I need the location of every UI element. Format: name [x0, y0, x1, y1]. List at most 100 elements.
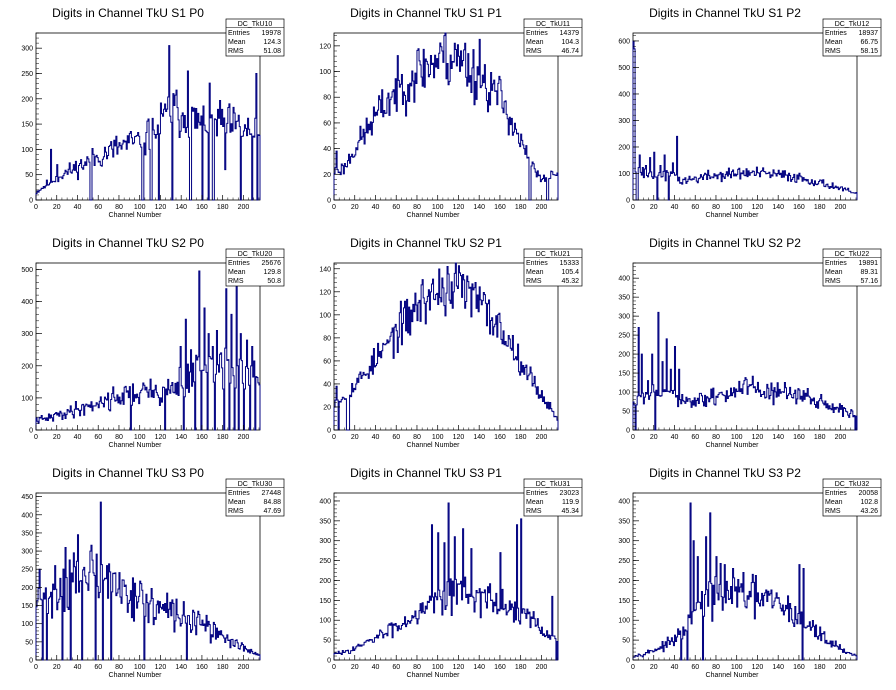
y-tick-label: 200: [618, 144, 630, 151]
stats-rms-value: 46.74: [561, 48, 579, 55]
x-tick-label: 120: [752, 204, 764, 211]
y-tick-label: 350: [618, 518, 630, 525]
y-tick-label: 100: [21, 621, 33, 628]
stats-entries-label: Entries: [228, 30, 250, 37]
x-axis-label: Channel Number: [407, 212, 461, 219]
histogram-panel-8: Digits in Channel TkU S3 P1 0 20 40 60 80 100 1…: [319, 466, 583, 679]
y-tick-label: 600: [618, 38, 630, 45]
stats-rms-value: 45.34: [561, 508, 579, 515]
y-tick-label: 140: [319, 266, 331, 273]
x-tick-label: 140: [772, 434, 784, 441]
x-tick-label: 80: [413, 204, 421, 211]
x-tick-label: 120: [752, 664, 764, 671]
x-tick-label: 100: [134, 204, 146, 211]
x-tick-label: 100: [731, 204, 743, 211]
y-tick-label: 300: [319, 538, 331, 545]
x-tick-label: 100: [432, 204, 444, 211]
x-tick-label: 120: [155, 204, 167, 211]
stats-box: DC_TkU31 Entries 23023 Mean 119.9 RMS 45.34: [523, 478, 583, 517]
x-tick-label: 40: [74, 434, 82, 441]
histogram-series: [632, 311, 858, 431]
y-tick-label: 100: [21, 147, 33, 154]
y-tick-label: 150: [618, 598, 630, 605]
y-axis: 0 100 200 300 400 500 600: [618, 35, 639, 205]
x-tick-label: 0: [332, 664, 336, 671]
stats-entries-value: 25676: [262, 260, 282, 267]
x-tick-label: 200: [238, 434, 250, 441]
y-tick-label: 0: [626, 198, 630, 205]
stats-mean-label: Mean: [228, 39, 246, 46]
x-tick-label: 200: [536, 434, 548, 441]
x-tick-label: 60: [392, 204, 400, 211]
stats-mean-label: Mean: [825, 499, 843, 506]
stats-name: DC_TkU32: [835, 481, 870, 488]
histogram-panel-9: Digits in Channel TkU S3 P2 0 20 40 60 80 100 1…: [618, 466, 882, 679]
y-tick-label: 0: [327, 658, 331, 665]
x-axis-label: Channel Number: [706, 442, 760, 449]
x-tick-label: 20: [351, 434, 359, 441]
y-tick-label: 500: [618, 65, 630, 72]
x-axis: 0 20 40 60 80 100 120 140 160 180 200: [631, 425, 857, 441]
y-tick-label: 40: [323, 381, 331, 388]
x-tick-label: 60: [392, 434, 400, 441]
y-tick-label: 20: [323, 404, 331, 411]
y-tick-label: 500: [21, 267, 33, 274]
stats-mean-value: 66.75: [860, 39, 878, 46]
x-tick-label: 180: [217, 664, 229, 671]
x-tick-label: 140: [473, 434, 485, 441]
x-tick-label: 120: [155, 664, 167, 671]
stats-entries-label: Entries: [825, 490, 847, 497]
x-tick-label: 200: [238, 664, 250, 671]
stats-mean-label: Mean: [228, 269, 246, 276]
stats-rms-value: 43.26: [860, 508, 878, 515]
y-tick-label: 80: [323, 95, 331, 102]
x-tick-label: 20: [53, 434, 61, 441]
x-tick-label: 160: [494, 664, 506, 671]
stats-rms-value: 51.08: [263, 48, 281, 55]
x-tick-label: 0: [34, 434, 38, 441]
y-tick-label: 300: [21, 549, 33, 556]
x-tick-label: 200: [835, 434, 847, 441]
stats-mean-label: Mean: [228, 499, 246, 506]
stats-entries-value: 19978: [262, 30, 282, 37]
y-tick-label: 150: [21, 122, 33, 129]
x-tick-label: 180: [515, 434, 527, 441]
x-axis-label: Channel Number: [706, 212, 760, 219]
x-tick-label: 160: [793, 664, 805, 671]
y-tick-label: 300: [21, 46, 33, 53]
stats-mean-label: Mean: [526, 39, 544, 46]
stats-entries-label: Entries: [526, 490, 548, 497]
x-axis-label: Channel Number: [109, 212, 163, 219]
stats-name: DC_TkU22: [835, 251, 870, 258]
chart-title: Digits in Channel TkU S1 P1: [350, 6, 502, 20]
x-tick-label: 60: [691, 204, 699, 211]
stats-rms-value: 45.32: [561, 278, 579, 285]
y-tick-label: 250: [21, 71, 33, 78]
x-tick-label: 40: [74, 664, 82, 671]
y-tick-label: 0: [327, 198, 331, 205]
x-tick-label: 140: [772, 204, 784, 211]
chart-title: Digits in Channel TkU S2 P0: [52, 236, 204, 250]
x-tick-label: 200: [536, 204, 548, 211]
y-tick-label: 20: [323, 172, 331, 179]
stats-rms-value: 57.16: [860, 278, 878, 285]
x-tick-label: 100: [731, 434, 743, 441]
x-axis: 0 20 40 60 80 100 120 140 160 180 200: [34, 655, 260, 671]
y-tick-label: 60: [323, 358, 331, 365]
x-tick-label: 120: [752, 434, 764, 441]
histogram-panel-7: Digits in Channel TkU S3 P0 0 20 40 60 80 100 1…: [21, 466, 285, 679]
x-tick-label: 180: [217, 434, 229, 441]
y-tick-label: 0: [327, 428, 331, 435]
stats-box: DC_TkU20 Entries 25676 Mean 129.8 RMS 50.8: [225, 248, 285, 287]
y-tick-label: 400: [21, 299, 33, 306]
stats-rms-label: RMS: [228, 278, 244, 285]
histogram-series: [35, 45, 261, 201]
y-tick-label: 40: [323, 146, 331, 153]
plot-frame: [35, 32, 261, 201]
stats-entries-label: Entries: [526, 260, 548, 267]
histogram-panel-2: Digits in Channel TkU S1 P1 0 20 40 60 80 100 1…: [319, 6, 583, 219]
stats-entries-label: Entries: [825, 260, 847, 267]
x-tick-label: 20: [650, 664, 658, 671]
x-tick-label: 80: [413, 664, 421, 671]
x-tick-label: 60: [691, 434, 699, 441]
